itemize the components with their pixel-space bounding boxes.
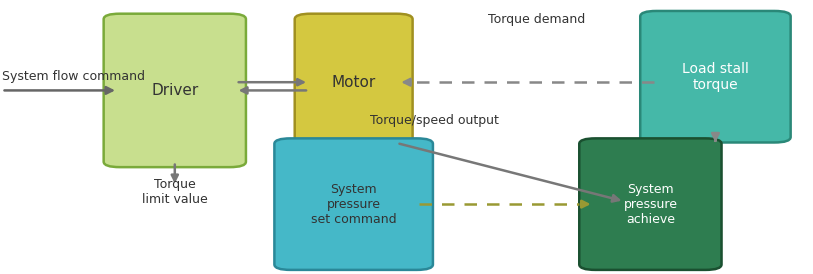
Text: Torque/speed output: Torque/speed output	[370, 114, 499, 127]
Text: Torque
limit value: Torque limit value	[142, 178, 207, 206]
Text: Torque demand: Torque demand	[488, 13, 585, 26]
Text: System
pressure
achieve: System pressure achieve	[624, 183, 677, 226]
FancyBboxPatch shape	[579, 138, 722, 270]
Text: System
pressure
set command: System pressure set command	[311, 183, 397, 226]
Text: Load stall
torque: Load stall torque	[682, 62, 749, 92]
FancyBboxPatch shape	[294, 14, 412, 151]
FancyBboxPatch shape	[104, 14, 246, 167]
FancyBboxPatch shape	[274, 138, 433, 270]
FancyBboxPatch shape	[641, 11, 790, 142]
Text: System flow command: System flow command	[2, 70, 145, 83]
Text: Motor: Motor	[332, 75, 376, 90]
Text: Driver: Driver	[151, 83, 198, 98]
